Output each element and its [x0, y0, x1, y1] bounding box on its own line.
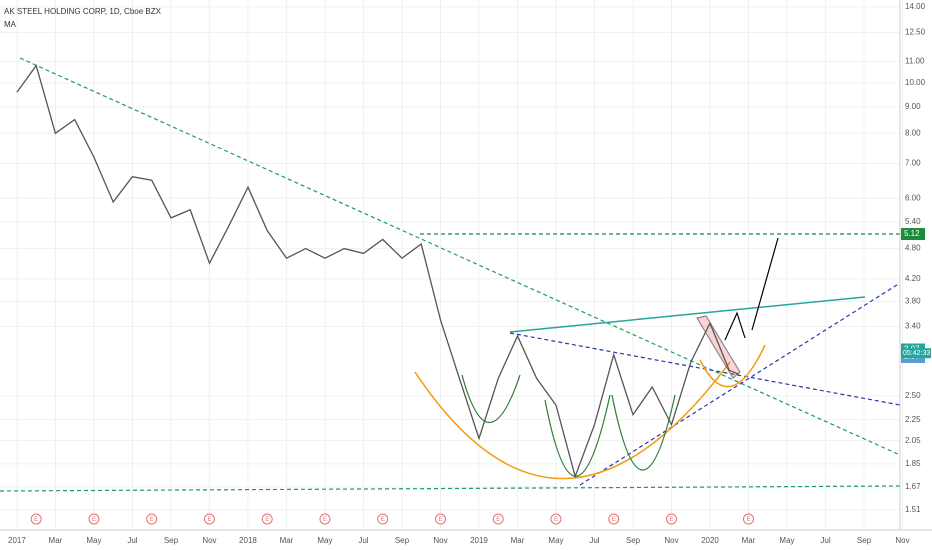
y-tick-label: 2.50	[905, 391, 921, 400]
x-tick-label: Jul	[589, 536, 599, 545]
x-tick-label: 2020	[701, 536, 719, 545]
x-tick-label: 2019	[470, 536, 488, 545]
earnings-marker	[146, 513, 158, 525]
neckline	[509, 296, 866, 333]
earnings-label: E	[438, 517, 442, 523]
x-tick-label: Sep	[164, 536, 179, 545]
indicator-label: MA	[4, 20, 17, 29]
y-tick-label: 11.00	[905, 57, 925, 66]
earnings-marker	[492, 513, 504, 525]
x-tick-label: May	[317, 536, 332, 545]
x-tick-label: Jul	[127, 536, 137, 545]
countdown: 05:42:33	[903, 350, 930, 357]
x-tick-label: Nov	[895, 536, 909, 545]
x-tick-label: Jul	[358, 536, 368, 545]
chart-title: AK STEEL HOLDING CORP, 1D, Cboe BZX	[4, 7, 162, 16]
earnings-marker	[550, 513, 562, 525]
grid	[0, 0, 904, 530]
support-line	[0, 485, 901, 492]
x-tick-label: Mar	[49, 536, 63, 545]
earnings-label: E	[34, 517, 38, 523]
earnings-marker	[30, 513, 42, 525]
earnings-label: E	[92, 517, 96, 523]
earnings-marker	[88, 513, 100, 525]
earnings-marker	[665, 513, 677, 525]
earnings-marker	[319, 513, 331, 525]
y-tick-label: 6.00	[905, 193, 921, 202]
earnings-marker	[742, 513, 754, 525]
y-tick-label: 4.80	[905, 244, 921, 253]
x-tick-label: May	[548, 536, 563, 545]
y-tick-label: 1.85	[905, 459, 921, 468]
earnings-label: E	[323, 517, 327, 523]
earnings-label: E	[612, 517, 616, 523]
x-tick-label: 2017	[8, 536, 26, 545]
x-tick-label: Sep	[395, 536, 410, 545]
cup	[544, 394, 611, 477]
x-tick-label: Mar	[742, 536, 756, 545]
y-tick-label: 4.20	[905, 274, 921, 283]
earnings-label: E	[554, 517, 558, 523]
y-tick-label: 2.05	[905, 436, 921, 445]
earnings-label: E	[150, 517, 154, 523]
earnings-marker	[434, 513, 446, 525]
x-tick-label: Sep	[626, 536, 641, 545]
earnings-label: E	[265, 517, 269, 523]
x-tick-label: Nov	[433, 536, 447, 545]
y-tick-label: 1.67	[905, 482, 921, 491]
earnings-label: E	[496, 517, 500, 523]
y-tick-label: 7.00	[905, 159, 921, 168]
earnings-marker	[203, 513, 215, 525]
y-tick-label: 12.50	[905, 28, 926, 37]
y-tick-label: 10.00	[905, 78, 926, 87]
x-tick-label: Jul	[820, 536, 830, 545]
flag	[696, 315, 741, 379]
price-line	[16, 64, 740, 479]
price-label: 5.12	[904, 229, 920, 238]
earnings-marker	[377, 513, 389, 525]
y-tick-label: 5.40	[905, 217, 921, 226]
earnings-label: E	[669, 517, 673, 523]
projection-arrow	[724, 237, 779, 341]
y-tick-label: 2.25	[905, 415, 921, 424]
x-tick-label: Nov	[664, 536, 678, 545]
y-tick-label: 3.80	[905, 296, 921, 305]
x-tick-label: Mar	[511, 536, 525, 545]
earnings-label: E	[746, 517, 750, 523]
y-tick-label: 9.00	[905, 102, 921, 111]
y-tick-label: 8.00	[905, 128, 921, 137]
x-tick-label: Nov	[202, 536, 216, 545]
earnings-marker	[608, 513, 620, 525]
x-tick-label: 2018	[239, 536, 257, 545]
y-tick-label: 1.51	[905, 505, 921, 514]
y-tick-label: 14.00	[905, 2, 926, 11]
trendline	[579, 282, 901, 486]
cup	[414, 361, 731, 480]
handle	[699, 344, 766, 388]
price-label-box	[901, 228, 925, 241]
drawings	[0, 57, 901, 492]
x-tick-label: Sep	[857, 536, 872, 545]
earnings-label: E	[207, 517, 211, 523]
y-tick-label: 3.40	[905, 322, 921, 331]
cup	[461, 374, 521, 423]
cup	[611, 394, 676, 471]
x-tick-label: May	[86, 536, 101, 545]
x-tick-label: Mar	[280, 536, 294, 545]
countdown-box	[901, 348, 931, 359]
earnings-marker	[261, 513, 273, 525]
x-tick-label: May	[779, 536, 794, 545]
earnings-label: E	[381, 517, 385, 523]
